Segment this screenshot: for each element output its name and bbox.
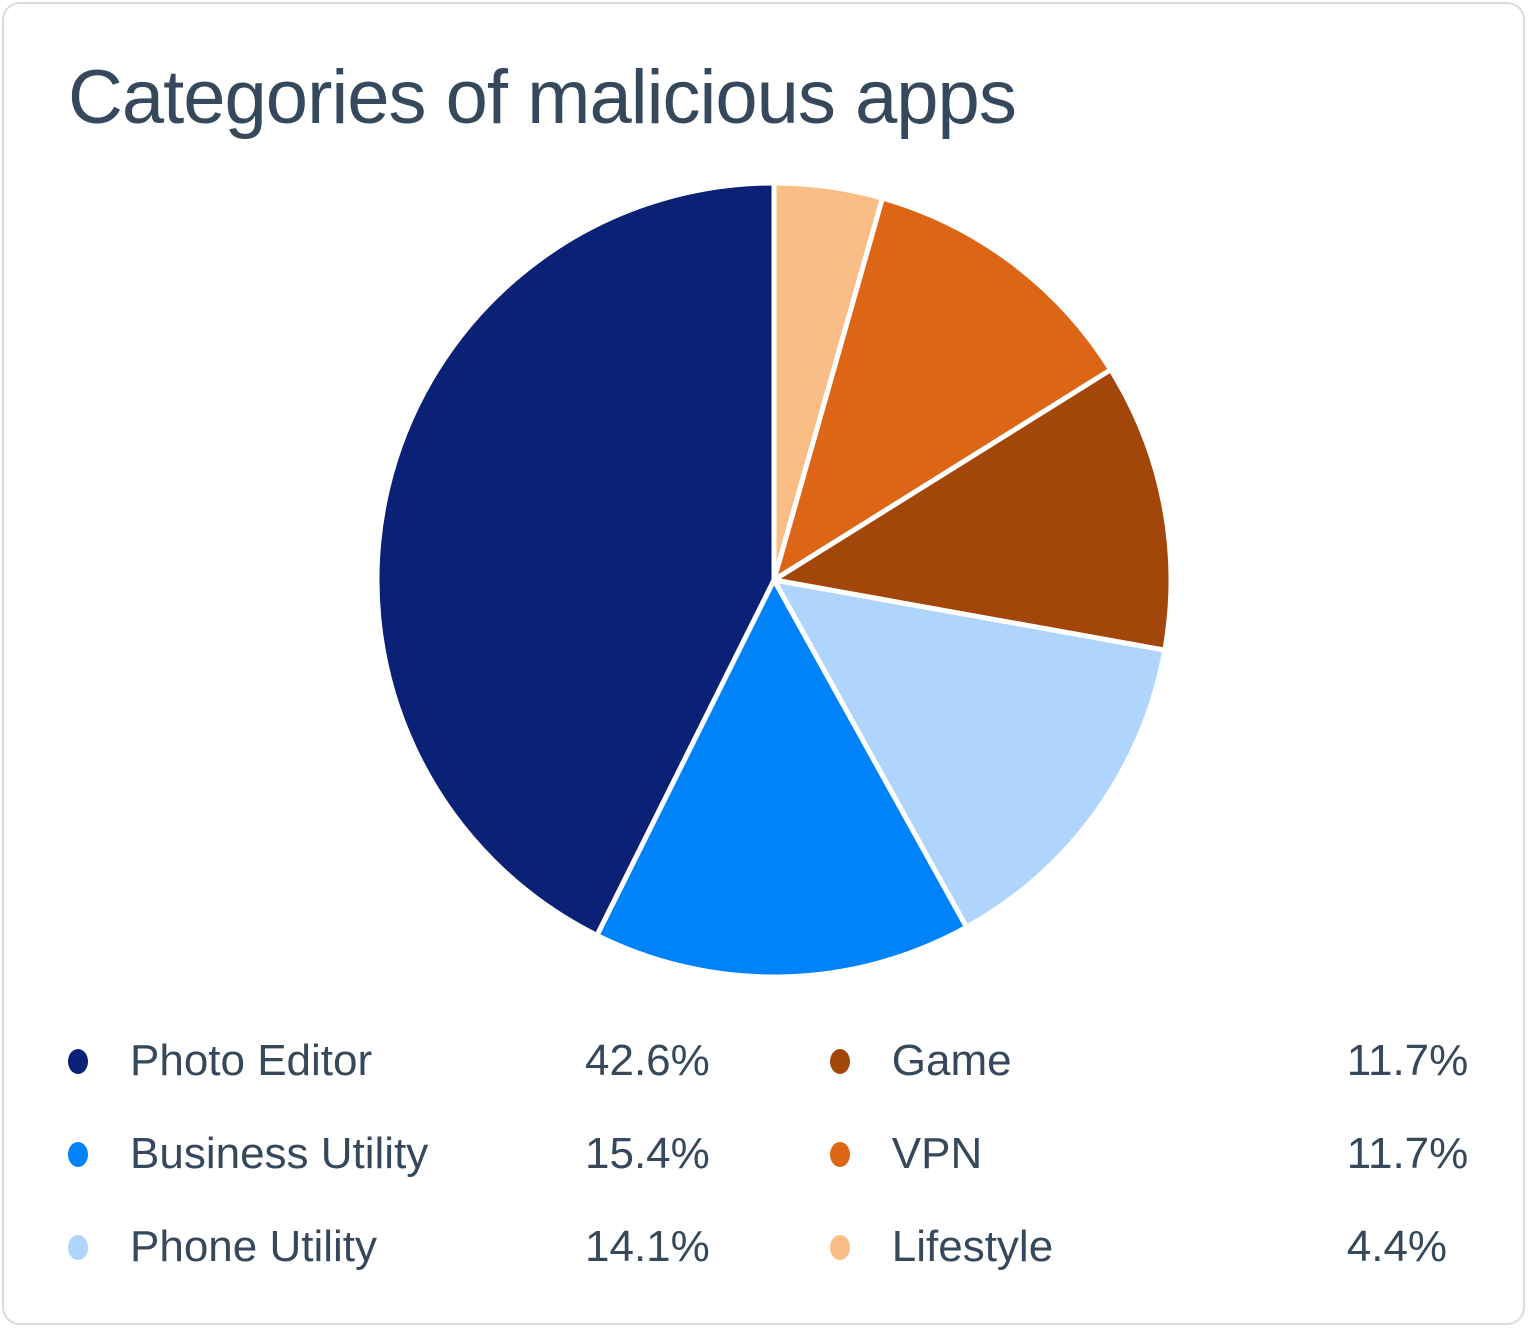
legend-color-dot-phone-utility: [68, 1234, 88, 1260]
pie-chart: [374, 180, 1174, 980]
pie-chart-container: [372, 178, 1176, 982]
legend-color-dot-vpn: [829, 1141, 850, 1167]
legend-value: 11.7%: [1346, 1036, 1469, 1085]
legend-color-dot-business-utility: [68, 1141, 88, 1167]
legend-item-photo-editor: Photo Editor 42.6%: [68, 1029, 710, 1093]
legend-value: 15.4%: [585, 1129, 710, 1178]
legend-value: 4.4%: [1346, 1222, 1448, 1271]
legend-item-lifestyle: Lifestyle 4.4%: [829, 1215, 1469, 1279]
legend-item-vpn: VPN 11.7%: [829, 1122, 1469, 1186]
pie-slice-vpn: [771, 195, 1114, 583]
legend-label: VPN: [891, 1129, 983, 1178]
legend-item-game: Game 11.7%: [829, 1029, 1469, 1093]
legend-color-dot-photo-editor: [68, 1048, 88, 1074]
legend-item-phone-utility: Phone Utility 14.1%: [68, 1215, 710, 1279]
pie-slice-game: [771, 367, 1174, 653]
legend-color-dot-game: [829, 1048, 850, 1074]
pie-slice-phone-utility: [771, 577, 1168, 930]
legend: Photo Editor 42.6% Business Utility 15.4% Ph…: [68, 1029, 1468, 1279]
legend-item-business-utility: Business Utility 15.4%: [68, 1122, 710, 1186]
pie-slice-business-utility: [594, 577, 970, 980]
legend-color-dot-lifestyle: [829, 1234, 850, 1260]
legend-label: Photo Editor: [130, 1036, 373, 1085]
pie-slice-photo-editor: [374, 180, 777, 938]
legend-label: Lifestyle: [891, 1222, 1054, 1271]
legend-value: 11.7%: [1346, 1129, 1469, 1178]
chart-title: Categories of malicious apps: [68, 55, 1017, 140]
legend-label: Game: [891, 1036, 1012, 1085]
legend-label: Phone Utility: [130, 1222, 378, 1271]
legend-value: 42.6%: [585, 1036, 710, 1085]
legend-label: Business Utility: [130, 1129, 429, 1178]
legend-value: 14.1%: [585, 1222, 710, 1271]
